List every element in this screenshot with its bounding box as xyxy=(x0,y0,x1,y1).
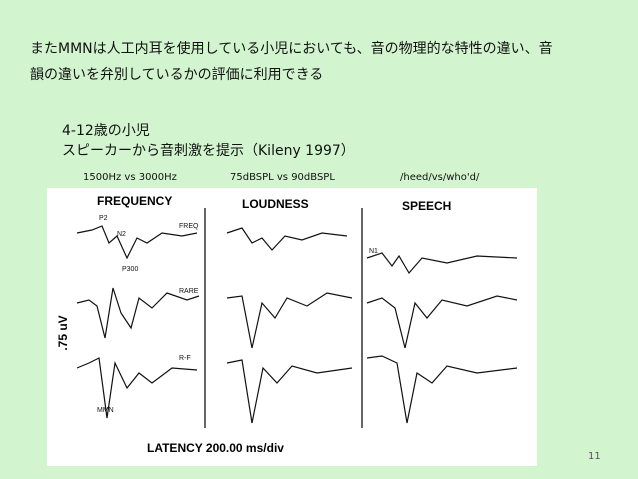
trace xyxy=(76,225,198,260)
waveforms xyxy=(76,225,518,424)
trace xyxy=(366,355,518,424)
caption: /heed/vs/who'd/ xyxy=(400,172,480,183)
panel-title: LOUDNESS xyxy=(242,197,309,211)
y-label: .75 uV xyxy=(56,315,70,350)
trace xyxy=(366,295,518,349)
figure: FREQUENCY LOUDNESS SPEECH .75 uV LATENCY… xyxy=(47,188,537,466)
trace xyxy=(226,359,353,424)
wave-label: P2 xyxy=(99,215,108,222)
page-number: 11 xyxy=(588,451,601,462)
figure-bg xyxy=(47,188,537,466)
panel-title: FREQUENCY xyxy=(97,194,172,208)
bullet: 4-12歳の小児 xyxy=(62,123,150,139)
wave-label: P300 xyxy=(122,266,138,273)
caption: 1500Hz vs 3000Hz xyxy=(83,172,177,183)
trace xyxy=(226,292,353,349)
trace xyxy=(366,252,518,275)
trace xyxy=(226,227,348,251)
wave-label: N1 xyxy=(369,248,378,255)
body-line: 韻の違いを弁別しているかの評価に利用できる xyxy=(30,67,324,83)
wave-label: MMN xyxy=(97,407,114,414)
panel-title: SPEECH xyxy=(402,199,451,213)
wave-label: RARE xyxy=(179,288,199,295)
trace xyxy=(76,357,198,419)
bullet: スピーカーから音刺激を提示（Kileny 1997） xyxy=(62,143,355,159)
trace xyxy=(76,287,200,339)
x-label: LATENCY 200.00 ms/div xyxy=(147,441,284,455)
wave-label: FREQ xyxy=(179,223,199,230)
wave-label: N2 xyxy=(117,231,126,238)
body-line: またMMNは人工内耳を使用している小児においても、音の物理的な特性の違い、音 xyxy=(30,41,553,57)
caption: 75dBSPL vs 90dBSPL xyxy=(230,172,335,183)
wave-label: R-F xyxy=(179,355,191,362)
